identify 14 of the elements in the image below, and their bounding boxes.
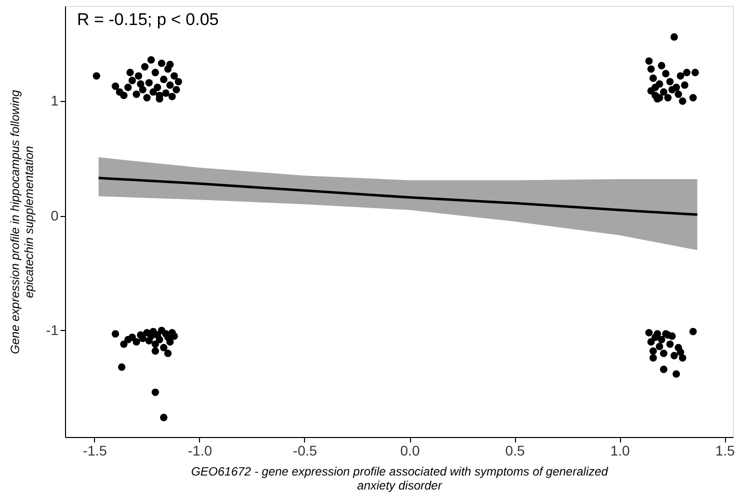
x-tick-label: 1.5 <box>715 442 736 458</box>
x-tick-label: -1.0 <box>188 442 212 458</box>
x-tick-label: -1.5 <box>82 442 108 458</box>
annotation: R = -0.15; p < 0.05 <box>77 10 219 29</box>
y-tick-label: 0 <box>50 207 59 224</box>
x-axis-title: GEO61672 - gene expression profile associated with symptoms of generalized anxiety disorder <box>191 464 608 492</box>
y-tick-label: -1 <box>46 322 59 338</box>
y-tick-label: 1 <box>50 92 59 109</box>
x-tick-label: 1.0 <box>610 442 630 458</box>
x-tick-label: -0.5 <box>292 442 318 458</box>
x-tick-label: 0.0 <box>400 442 420 458</box>
x-tick-label: 0.5 <box>505 442 525 458</box>
line-series <box>97 176 699 216</box>
y-axis-title: Gene expression profile in hippocampus following epicatechin supplementation <box>8 90 36 354</box>
